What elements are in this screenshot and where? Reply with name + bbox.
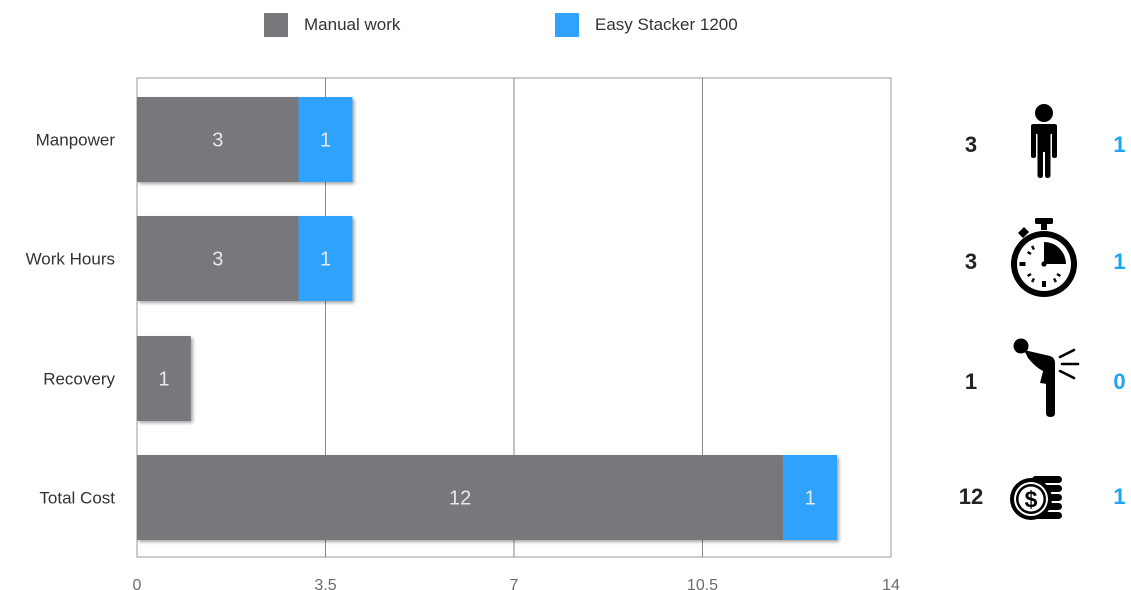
x-tick-label: 14 — [882, 577, 900, 590]
stacker-value: 1 — [1113, 249, 1126, 274]
manual-value: 12 — [958, 484, 984, 509]
bar-segment — [137, 336, 191, 421]
stacked-bar-chart: 3 1 3 1 1 12 1 Manpower Work Hours Recovery Total… — [26, 77, 900, 590]
bar-segment — [783, 455, 838, 540]
legend-label-manual-work: Manual work — [304, 15, 401, 34]
data-label: 1 — [320, 249, 331, 271]
legend-item-manual-work: Manual work — [264, 13, 400, 37]
x-tick-label: 0 — [133, 577, 142, 590]
bar-segment — [137, 216, 299, 301]
legend-swatch-easy-stacker — [555, 13, 579, 37]
x-tick-label: 3,5 — [314, 577, 336, 590]
coins-icon: $ — [1004, 452, 1084, 542]
legend-item-easy-stacker: Easy Stacker 1200 — [555, 13, 738, 37]
bar-group — [137, 455, 838, 540]
data-label: 1 — [320, 130, 331, 152]
data-label: 1 — [158, 369, 169, 391]
comparison-row-manpower: 3 1 — [940, 100, 1131, 190]
category-label: Work Hours — [26, 250, 115, 269]
bar-group — [137, 216, 353, 301]
stopwatch-icon — [1004, 217, 1084, 307]
manual-value: 1 — [964, 369, 978, 394]
back-pain-icon — [1004, 337, 1084, 427]
bar-group — [137, 97, 353, 182]
person-icon — [1004, 100, 1084, 190]
data-label: 1 — [805, 488, 816, 510]
x-tick-label: 10,5 — [687, 577, 718, 590]
comparison-row-work-hours: 3 1 — [940, 217, 1131, 307]
bar-segment — [137, 97, 299, 182]
legend-swatch-manual-work — [264, 13, 288, 37]
comparison-row-recovery: 1 0 — [940, 337, 1131, 427]
stacker-value: 1 — [1113, 484, 1126, 509]
comparison-row-total-cost: 12 $ 1 — [940, 452, 1131, 542]
bar-segment — [298, 97, 353, 182]
x-tick-label: 7 — [510, 577, 519, 590]
data-label: 12 — [449, 488, 471, 510]
legend-label-easy-stacker: Easy Stacker 1200 — [595, 15, 738, 34]
category-label: Total Cost — [39, 489, 115, 508]
category-axis: Manpower Work Hours Recovery Total Cost — [26, 131, 116, 508]
svg-text:$: $ — [1025, 487, 1038, 513]
data-label: 3 — [212, 249, 223, 271]
bar-segment — [298, 216, 353, 301]
value-axis: 0 3,5 7 10,5 14 — [133, 577, 900, 590]
chart-legend: Manual work Easy Stacker 1200 — [0, 0, 1131, 50]
bar-group — [137, 336, 191, 421]
manual-value: 3 — [964, 132, 978, 157]
stacker-value: 1 — [1113, 132, 1126, 157]
bar-segment — [137, 455, 784, 540]
category-label: Recovery — [43, 370, 115, 389]
stacker-value: 0 — [1113, 369, 1126, 394]
data-label: 3 — [212, 130, 223, 152]
bars: 3 1 3 1 1 12 1 — [137, 97, 838, 540]
category-label: Manpower — [36, 131, 116, 150]
comparison-panel: 3 1 3 — [940, 0, 1131, 590]
manual-value: 3 — [964, 249, 978, 274]
